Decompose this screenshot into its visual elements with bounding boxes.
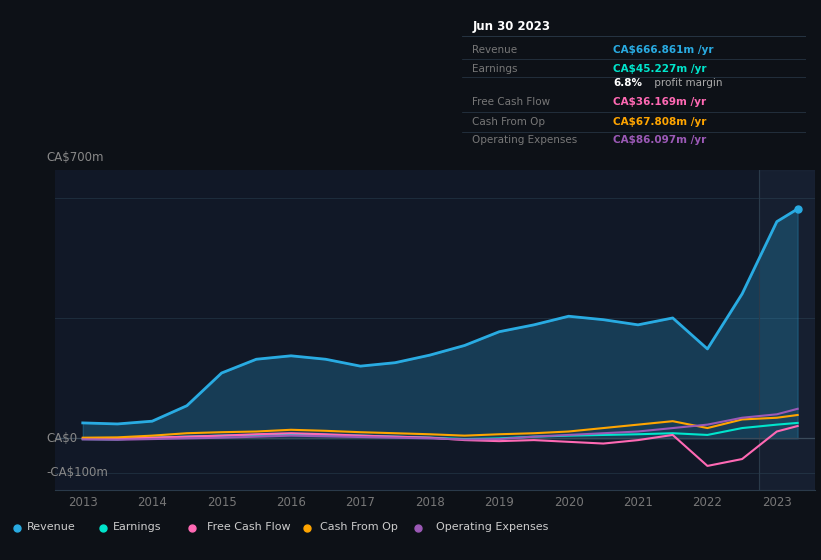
Text: CA$36.169m /yr: CA$36.169m /yr <box>613 96 707 106</box>
Text: Free Cash Flow: Free Cash Flow <box>207 522 290 533</box>
Text: CA$86.097m /yr: CA$86.097m /yr <box>613 135 707 145</box>
Text: Operating Expenses: Operating Expenses <box>436 522 548 533</box>
Text: Cash From Op: Cash From Op <box>320 522 398 533</box>
Text: Revenue: Revenue <box>27 522 76 533</box>
Text: Operating Expenses: Operating Expenses <box>472 135 577 145</box>
Text: CA$67.808m /yr: CA$67.808m /yr <box>613 116 707 127</box>
Text: Jun 30 2023: Jun 30 2023 <box>472 20 550 33</box>
Text: -CA$100m: -CA$100m <box>47 466 108 479</box>
Text: Revenue: Revenue <box>472 45 517 55</box>
Text: CA$45.227m /yr: CA$45.227m /yr <box>613 64 707 73</box>
Text: Cash From Op: Cash From Op <box>472 116 545 127</box>
Text: CA$700m: CA$700m <box>47 151 104 165</box>
Text: profit margin: profit margin <box>651 78 722 88</box>
Text: Earnings: Earnings <box>472 64 518 73</box>
Text: CA$0: CA$0 <box>47 432 78 445</box>
Text: CA$666.861m /yr: CA$666.861m /yr <box>613 45 714 55</box>
Bar <box>759 170 815 490</box>
Text: 6.8%: 6.8% <box>613 78 642 88</box>
Text: Earnings: Earnings <box>113 522 162 533</box>
Text: Free Cash Flow: Free Cash Flow <box>472 96 550 106</box>
